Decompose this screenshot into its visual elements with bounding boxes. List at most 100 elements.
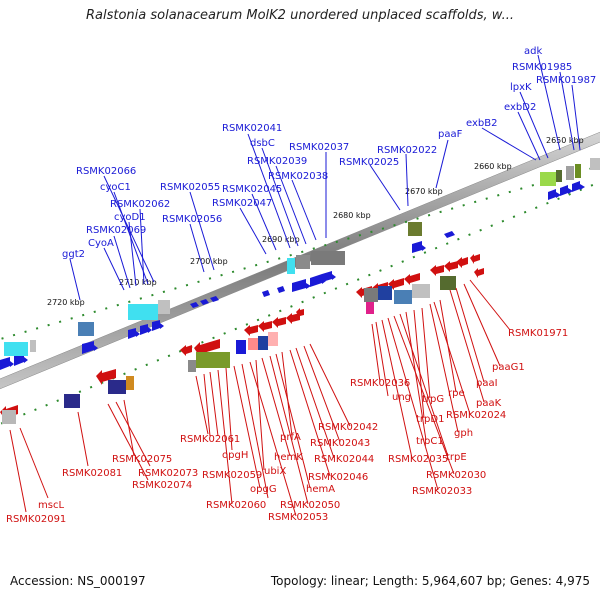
gene-label: dsbC <box>250 138 275 149</box>
forward-strand-genes <box>0 181 585 370</box>
gene-label: RSMK02050 <box>280 500 340 511</box>
gene-block <box>188 360 196 372</box>
reverse-leader-lines <box>9 279 511 517</box>
gene-arrow <box>322 271 336 282</box>
gene-label: RSMK02059 <box>202 470 262 481</box>
gene-block <box>128 304 158 320</box>
gene-label: RSMK02037 <box>289 142 349 153</box>
gene-label: RSMK02039 <box>247 156 307 167</box>
gene-label: prfA <box>280 432 301 443</box>
gene-block <box>440 276 456 290</box>
gene-arrow <box>444 231 455 238</box>
gene-arrow <box>96 369 116 385</box>
gene-label: RSMK02041 <box>222 123 282 134</box>
gene-label: gph <box>454 428 473 439</box>
gene-label: RSMK02025 <box>339 157 399 168</box>
gene-block <box>108 380 126 394</box>
gene-label: trpD1 <box>416 414 444 425</box>
gene-block <box>296 255 310 269</box>
gene-label: opgH <box>222 450 248 461</box>
gene-label: RSMK02066 <box>76 166 136 177</box>
gene-label: lpxK <box>510 82 532 93</box>
gene-block <box>258 336 268 350</box>
gene-block <box>575 164 581 178</box>
gene-arrow <box>404 273 420 285</box>
gene-arrow <box>272 317 286 328</box>
gene-label: RSMK02045 <box>222 184 282 195</box>
gene-block <box>268 332 278 346</box>
forward-gene-labels: adk RSMK01985 lpxK RSMK01987 exbD2 exbB2… <box>62 46 596 260</box>
reverse-color-blocks <box>2 276 456 424</box>
gene-arrow <box>180 345 192 356</box>
gene-block <box>2 410 16 424</box>
gene-arrow <box>430 265 444 276</box>
genome-stats-text: Topology: linear; Length: 5,964,607 bp; … <box>270 574 590 588</box>
gene-arrow <box>470 254 480 264</box>
kbp-label: 2710 kbp <box>119 278 157 287</box>
kbp-label: 2690 kbp <box>262 235 300 244</box>
gene-label: RSMK02047 <box>212 198 272 209</box>
gene-arrow <box>200 299 209 305</box>
gene-label: ggt2 <box>62 249 85 260</box>
gene-arrow <box>190 302 199 308</box>
forward-color-blocks <box>4 158 600 356</box>
gene-block <box>408 222 422 236</box>
gene-arrow <box>277 286 285 293</box>
gene-block <box>126 376 134 390</box>
gene-label: RSMK02046 <box>308 472 368 483</box>
gene-label: rpe <box>448 388 465 399</box>
gene-label: opgG <box>250 484 277 495</box>
gene-arrow <box>412 241 426 253</box>
gene-block <box>311 251 345 265</box>
gene-label: trpC1 <box>416 436 444 447</box>
gene-label: RSMK02073 <box>138 468 198 479</box>
gene-label: RSMK01987 <box>536 75 596 86</box>
gene-arrow <box>262 290 270 297</box>
gene-label: RSMK02062 <box>110 199 170 210</box>
gene-label: RSMK02038 <box>268 171 328 182</box>
kbp-labels: 2650 kbp 2660 kbp 2670 kbp 2680 kbp 2690… <box>47 136 584 307</box>
gene-block <box>64 394 80 408</box>
genome-diagram: 2650 kbp 2660 kbp 2670 kbp 2680 kbp 2690… <box>0 46 600 525</box>
kbp-label: 2720 kbp <box>47 298 85 307</box>
gene-block <box>158 300 170 314</box>
gene-block <box>78 322 94 336</box>
gene-label: trpG <box>422 394 444 405</box>
gene-label: RSMK02035 <box>388 454 448 465</box>
gene-label: RSMK02056 <box>162 214 222 225</box>
accession-text: Accession: NS_000197 <box>10 574 146 588</box>
gene-arrow <box>210 296 219 302</box>
gene-label: paaI <box>476 378 498 389</box>
gene-block <box>366 302 374 314</box>
gene-label: RSMK02060 <box>206 500 266 511</box>
gene-arrow <box>244 325 258 336</box>
gene-label: RSMK02069 <box>86 225 146 236</box>
gene-label: RSMK01971 <box>508 328 568 339</box>
gene-label: RSMK02043 <box>310 438 370 449</box>
gene-arrow <box>286 313 300 324</box>
gene-label: exbB2 <box>466 118 497 129</box>
gene-block <box>566 166 574 180</box>
gene-label: exbD2 <box>504 102 536 113</box>
forward-leader-lines <box>69 54 581 301</box>
gene-block <box>378 286 392 300</box>
gene-label: CyoA <box>88 238 114 249</box>
kbp-label: 2670 kbp <box>405 187 443 196</box>
gene-block <box>4 342 28 356</box>
gene-arrow <box>572 181 585 192</box>
gene-label: RSMK02044 <box>314 454 374 465</box>
gene-label: paaF <box>438 129 463 140</box>
gene-arrow <box>82 341 98 354</box>
gene-label: RSMK01985 <box>512 62 572 73</box>
gene-arrow <box>0 357 14 370</box>
gene-label: RSMK02033 <box>412 486 472 497</box>
gene-label: RSMK02075 <box>112 454 172 465</box>
gene-block <box>394 290 412 304</box>
gene-block <box>556 170 562 182</box>
gene-label: cyoC1 <box>100 182 131 193</box>
gene-block <box>412 284 430 298</box>
gene-arrow <box>258 321 272 332</box>
gene-label: RSMK02081 <box>62 468 122 479</box>
gene-label: RSMK02022 <box>377 145 437 156</box>
